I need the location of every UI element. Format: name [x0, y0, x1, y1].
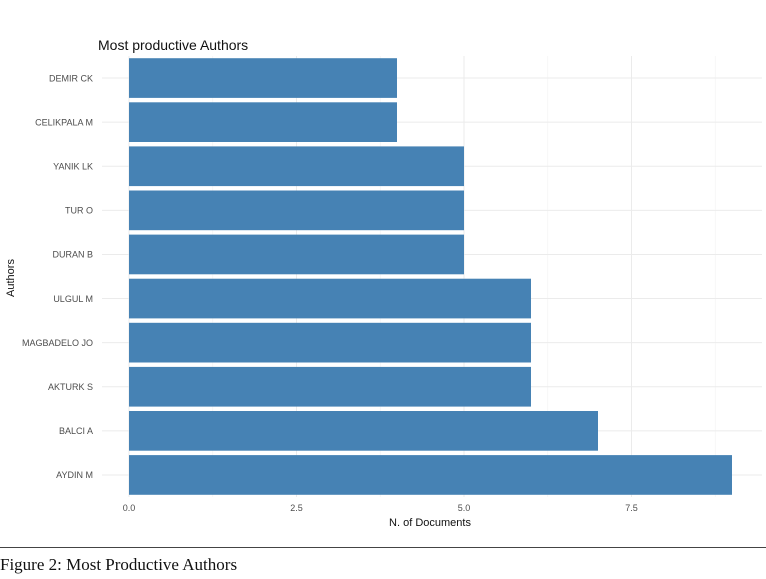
x-tick-label: 7.5	[625, 503, 638, 513]
bar	[129, 278, 531, 319]
y-tick-label: DURAN B	[52, 250, 93, 260]
bar	[129, 190, 464, 231]
x-axis-title: N. of Documents	[389, 517, 471, 529]
figure-caption: Figure 2: Most Productive Authors	[0, 555, 238, 574]
y-tick-label: BALCI A	[59, 426, 93, 436]
y-tick-label: TUR O	[65, 206, 93, 216]
bar	[129, 411, 598, 451]
bar	[129, 234, 464, 275]
y-tick-label: AYDIN M	[56, 470, 93, 480]
y-axis-title: Authors	[5, 259, 17, 297]
y-tick-labels: DEMIR CK CELIKPALA M YANIK LK TUR O DURAN B U…	[22, 73, 93, 480]
caption-divider	[0, 547, 766, 548]
y-tick-label: DEMIR CK	[49, 73, 93, 83]
bar	[129, 146, 464, 187]
bar	[129, 102, 397, 142]
x-tick-label: 2.5	[290, 503, 303, 513]
bar-chart: Most productive Authors DEMIR CK CELIKPAL…	[5, 37, 762, 529]
bar	[129, 58, 397, 98]
x-tick-labels: 0.0 2.5 5.0 7.5	[123, 503, 638, 513]
x-tick-label: 0.0	[123, 503, 136, 513]
x-tick-label: 5.0	[458, 503, 471, 513]
chart-title: Most productive Authors	[98, 37, 248, 53]
y-tick-label: CELIKPALA M	[35, 117, 93, 127]
bar	[129, 322, 531, 363]
bars	[129, 58, 732, 495]
y-tick-label: AKTURK S	[48, 382, 93, 392]
bar	[129, 455, 732, 495]
y-tick-label: MAGBADELO JO	[22, 338, 93, 348]
y-tick-label: YANIK LK	[53, 161, 93, 171]
y-tick-label: ULGUL M	[53, 294, 93, 304]
bar	[129, 366, 531, 407]
